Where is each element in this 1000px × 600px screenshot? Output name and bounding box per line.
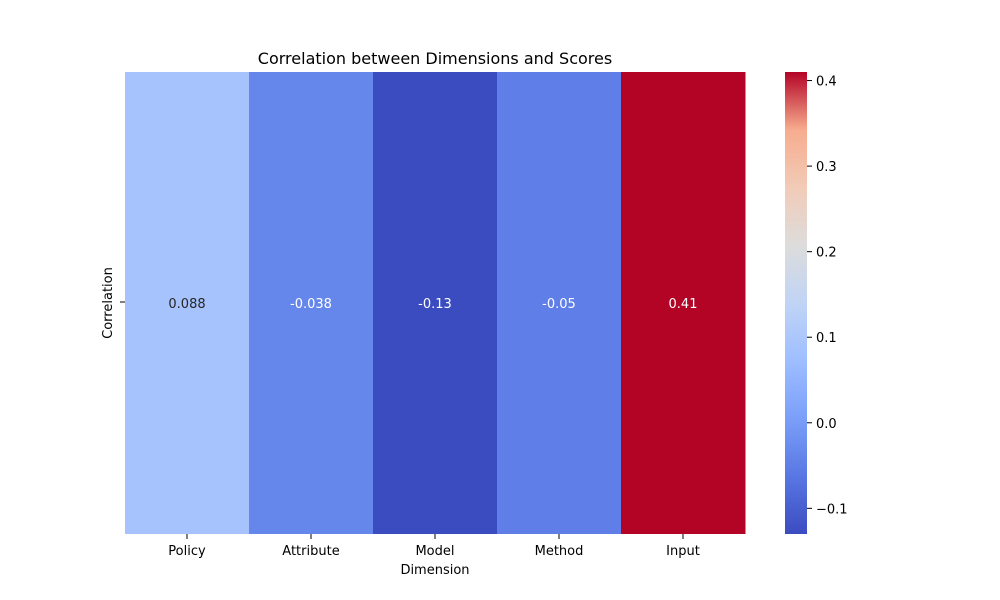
- x-tick-label: Policy: [168, 544, 206, 559]
- heatmap-cell-input: [621, 72, 746, 534]
- cell-value-label: -0.038: [290, 297, 332, 312]
- x-tick-label: Method: [535, 544, 584, 559]
- y-axis-label: Correlation: [101, 267, 116, 339]
- cell-value-label: -0.05: [542, 297, 576, 312]
- x-tick-label: Attribute: [282, 544, 339, 559]
- x-axis-label: Dimension: [400, 563, 469, 578]
- heatmap-cell-attribute: [249, 72, 374, 534]
- colorbar-ticks: −0.1 0.0 0.1 0.2 0.3 0.4: [807, 75, 848, 517]
- heatmap-cell-labels: 0.088 -0.038 -0.13 -0.05 0.41: [168, 297, 697, 312]
- colorbar-tick-label: −0.1: [816, 502, 848, 517]
- colorbar-tick-label: 0.1: [816, 331, 837, 346]
- cell-value-label: 0.41: [669, 297, 698, 312]
- heatmap-cell-model: [373, 72, 498, 534]
- colorbar-tick-label: 0.4: [816, 75, 837, 90]
- colorbar-tick-label: 0.0: [816, 417, 837, 432]
- x-axis-ticks: Policy Attribute Model Method Input: [168, 534, 700, 559]
- x-tick-label: Input: [666, 544, 700, 559]
- cell-value-label: 0.088: [168, 297, 205, 312]
- colorbar-tick-label: 0.2: [816, 246, 837, 261]
- colorbar-tick-label: 0.3: [816, 160, 837, 175]
- x-tick-label: Model: [415, 544, 454, 559]
- heatmap-cells: [125, 72, 746, 534]
- heatmap-cell-method: [497, 72, 622, 534]
- heatmap-cell-policy: [125, 72, 250, 534]
- chart-title: Correlation between Dimensions and Score…: [258, 49, 612, 68]
- cell-value-label: -0.13: [418, 297, 452, 312]
- colorbar: [785, 72, 807, 534]
